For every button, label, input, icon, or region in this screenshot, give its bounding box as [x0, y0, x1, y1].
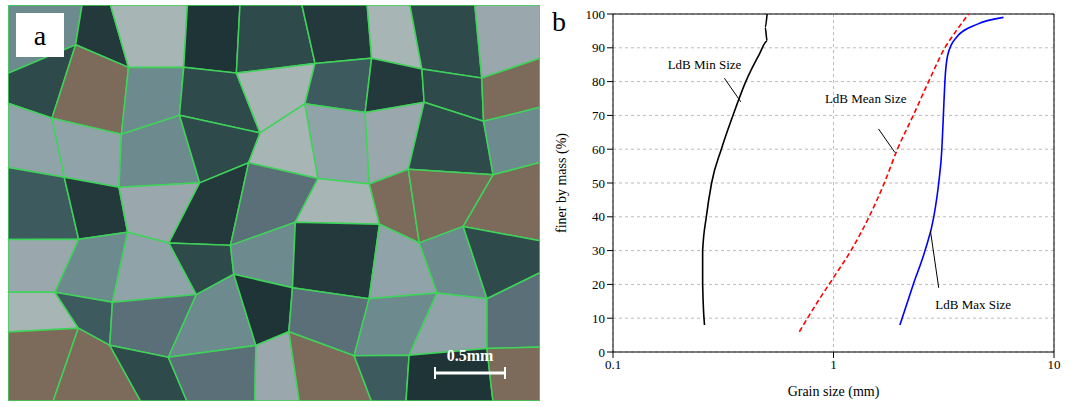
svg-text:70: 70: [592, 108, 605, 123]
svg-text:finer by mass (%): finer by mass (%): [554, 133, 570, 233]
svg-text:LdB Mean Size: LdB Mean Size: [825, 91, 907, 106]
svg-text:10: 10: [1048, 357, 1061, 372]
svg-text:Grain size (mm): Grain size (mm): [788, 384, 880, 400]
html-text:b: b: [552, 6, 566, 37]
svg-text:a: a: [34, 20, 47, 51]
svg-text:0: 0: [599, 345, 606, 360]
svg-text:30: 30: [592, 243, 605, 258]
svg-text:50: 50: [592, 176, 605, 191]
svg-text:60: 60: [592, 142, 605, 157]
svg-text:LdB Min Size: LdB Min Size: [668, 57, 742, 72]
svg-text:LdB Max Size: LdB Max Size: [935, 297, 1011, 312]
svg-text:10: 10: [592, 311, 605, 326]
svg-text:90: 90: [592, 40, 605, 55]
svg-text:1: 1: [830, 357, 837, 372]
svg-text:0.1: 0.1: [605, 357, 621, 372]
svg-text:0.5mm: 0.5mm: [447, 347, 494, 364]
svg-text:40: 40: [592, 209, 605, 224]
svg-text:80: 80: [592, 74, 605, 89]
svg-text:20: 20: [592, 277, 605, 292]
svg-text:100: 100: [586, 7, 606, 22]
